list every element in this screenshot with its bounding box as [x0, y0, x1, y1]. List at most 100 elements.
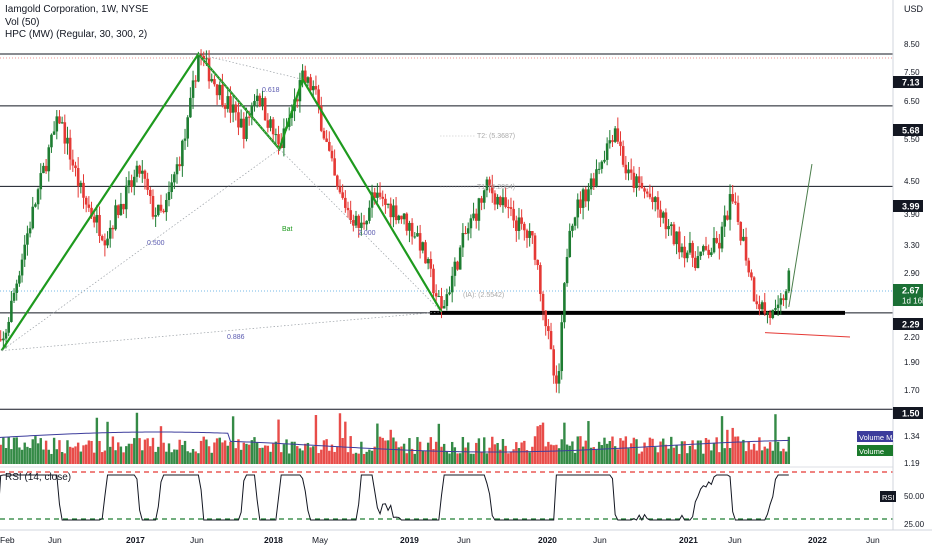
volume-bar: [66, 440, 69, 464]
volume-bar: [202, 436, 205, 464]
candle-body: [55, 116, 59, 132]
volume-bar: [632, 437, 636, 464]
candle-body: [100, 236, 104, 241]
volume-bar: [162, 442, 165, 464]
volume-bar: [600, 445, 603, 464]
candle-body: [624, 164, 628, 174]
candle-body: [616, 128, 620, 142]
candle-body: [629, 169, 633, 173]
candle-body: [685, 252, 689, 259]
rsi-tick-label: 50.00: [904, 492, 925, 501]
candle-body: [229, 96, 232, 113]
candle-body: [766, 312, 769, 314]
candle-body: [12, 292, 16, 301]
candle-body: [274, 134, 278, 136]
candle-body: [637, 176, 641, 183]
candle-body: [573, 217, 577, 226]
time-tick-label: Jun: [593, 535, 607, 545]
bat-pattern: [0, 52, 813, 352]
volume-bar: [333, 451, 336, 464]
volume-bar: [400, 446, 403, 464]
candle-body: [173, 174, 176, 183]
candle-body: [215, 84, 219, 96]
candle-body: [189, 97, 192, 118]
volume-bar: [563, 422, 566, 464]
volume-bar: [239, 449, 243, 464]
volume-bar: [60, 452, 64, 464]
volume-bar: [710, 450, 713, 464]
target-label-t1: T1: (4.2064): [477, 184, 515, 191]
candle-body: [547, 326, 550, 332]
volume-bar: [320, 449, 323, 464]
candle-body: [381, 196, 385, 199]
candle-body: [231, 104, 235, 113]
candle-body: [330, 150, 334, 159]
volume-bar: [82, 445, 85, 464]
candle-body: [159, 204, 163, 211]
candle-body: [485, 179, 489, 191]
candle-body: [605, 143, 609, 160]
candle-body: [744, 236, 748, 261]
volume-bar: [739, 441, 742, 464]
candle-body: [90, 207, 93, 217]
volume-bar: [624, 436, 628, 464]
volume-bar: [237, 439, 240, 464]
candle-body: [600, 161, 604, 169]
candle-body: [239, 118, 243, 128]
volume-bar: [146, 438, 149, 464]
candle-body: [71, 159, 75, 166]
volume-bar: [39, 438, 42, 464]
volume-bar: [603, 437, 606, 464]
rsi-line: [0, 474, 789, 522]
candle-body: [672, 224, 676, 245]
candle-body: [218, 84, 222, 96]
candle-body: [480, 198, 483, 203]
volume-bar: [723, 448, 726, 464]
rsi-tick-label: 25.00: [904, 520, 925, 529]
volume-bar: [229, 441, 232, 464]
time-tick-label: 2018: [264, 535, 283, 545]
volume-bar: [611, 436, 614, 464]
volume-bar: [373, 446, 376, 464]
price-tick-label: 2.20: [904, 333, 920, 342]
volume-bar: [114, 450, 117, 464]
candle-body: [175, 164, 179, 175]
volume-bar: [568, 445, 571, 464]
volume-bar: [539, 424, 542, 464]
candle-body: [178, 164, 181, 167]
candle-body: [482, 190, 486, 203]
volume-bar: [507, 453, 510, 464]
candle-body: [36, 189, 40, 205]
candle-body: [63, 122, 67, 144]
candle-body: [776, 304, 780, 309]
volume-bar: [234, 448, 237, 464]
candle-body: [376, 192, 379, 198]
candle-body: [162, 210, 165, 213]
volume-bar: [672, 447, 676, 464]
volume-bar: [750, 449, 753, 464]
target-label-t2: T2: (5.3687): [477, 133, 515, 140]
volume-bar: [389, 429, 392, 464]
volume-bar: [381, 437, 384, 464]
volume-bar: [616, 449, 620, 464]
candle-body: [659, 209, 662, 218]
volume-bar: [127, 443, 131, 464]
volume-bar: [384, 440, 387, 464]
volume-bar: [774, 414, 777, 464]
volume-bar: [165, 451, 168, 464]
volume-bar: [282, 444, 286, 464]
time-tick-label: May: [312, 535, 329, 545]
candle-body: [493, 193, 497, 205]
candle-body: [632, 172, 636, 189]
volume-bar: [298, 448, 302, 464]
volume-bar: [394, 441, 398, 464]
volume-bar: [197, 453, 200, 464]
candle-body: [119, 203, 123, 216]
time-tick-label: 2017: [126, 535, 145, 545]
volume-bar: [635, 439, 638, 464]
volume-bar: [664, 444, 668, 464]
candle-body: [138, 165, 141, 174]
candle-body: [726, 215, 729, 220]
volume-legend: Vol (50): [5, 16, 40, 28]
